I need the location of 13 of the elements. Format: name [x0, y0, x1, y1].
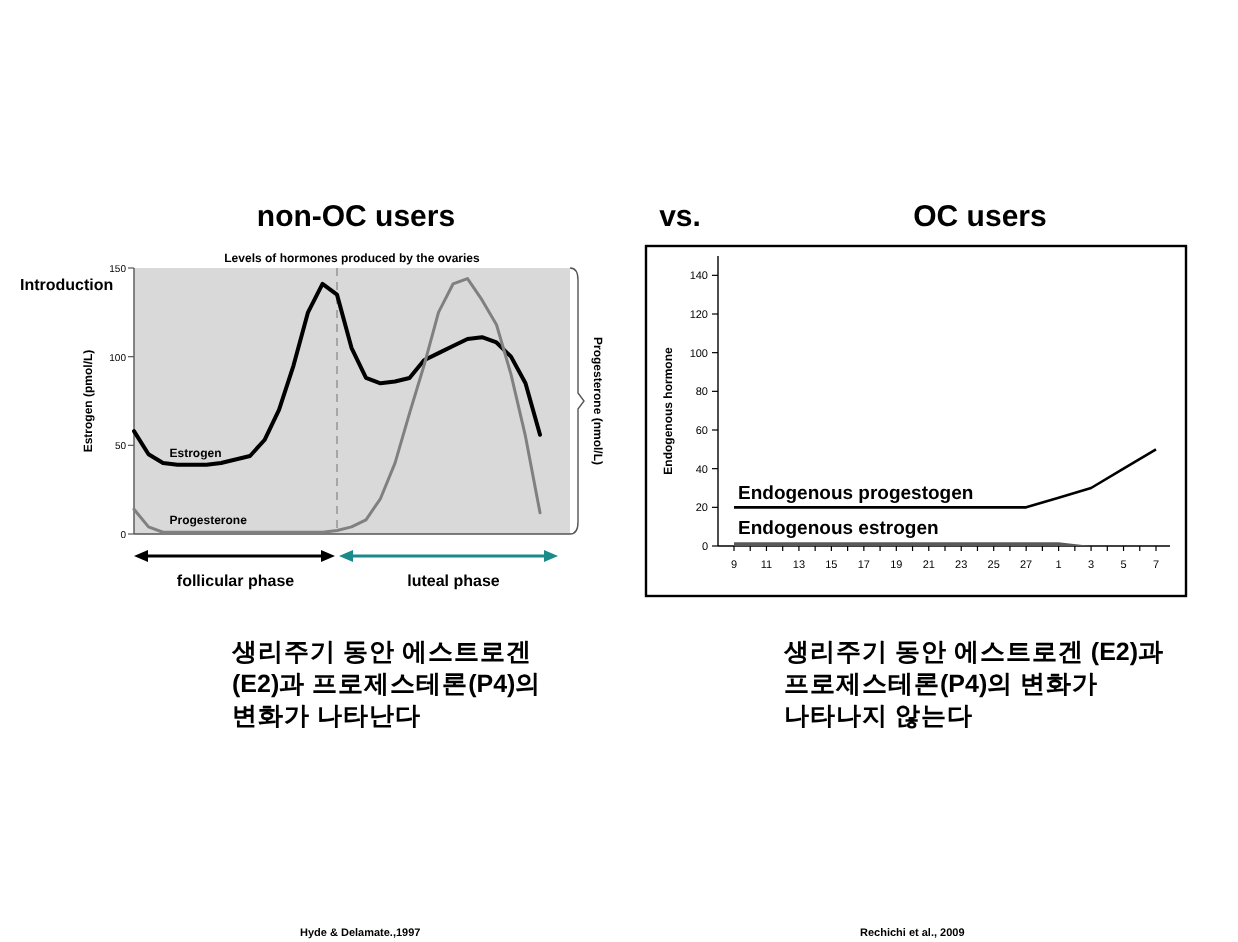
text: luteal phase [407, 572, 501, 590]
text: 생리주기 동안 에스트로겐 (E2)과 프로제스테론(P4)의 변화가 나타난다 [230, 638, 542, 730]
line-series [132, 281, 542, 467]
series-label: Endogenous estrogen [738, 518, 939, 541]
line-series [132, 277, 542, 534]
line-series [732, 448, 1158, 509]
text: 생리주기 동안 에스트로겐 (E2)과 프로제스테론(P4)의 변화가 나타나지 않는다 [782, 638, 1165, 730]
text: Introduction [20, 276, 114, 294]
text: vs. [659, 200, 701, 234]
text: follicular phase [176, 572, 296, 590]
chart-title: OC users [913, 200, 1047, 234]
chart-title: non-OC users [256, 200, 456, 234]
series-label: Endogenous progestogen [738, 483, 974, 506]
